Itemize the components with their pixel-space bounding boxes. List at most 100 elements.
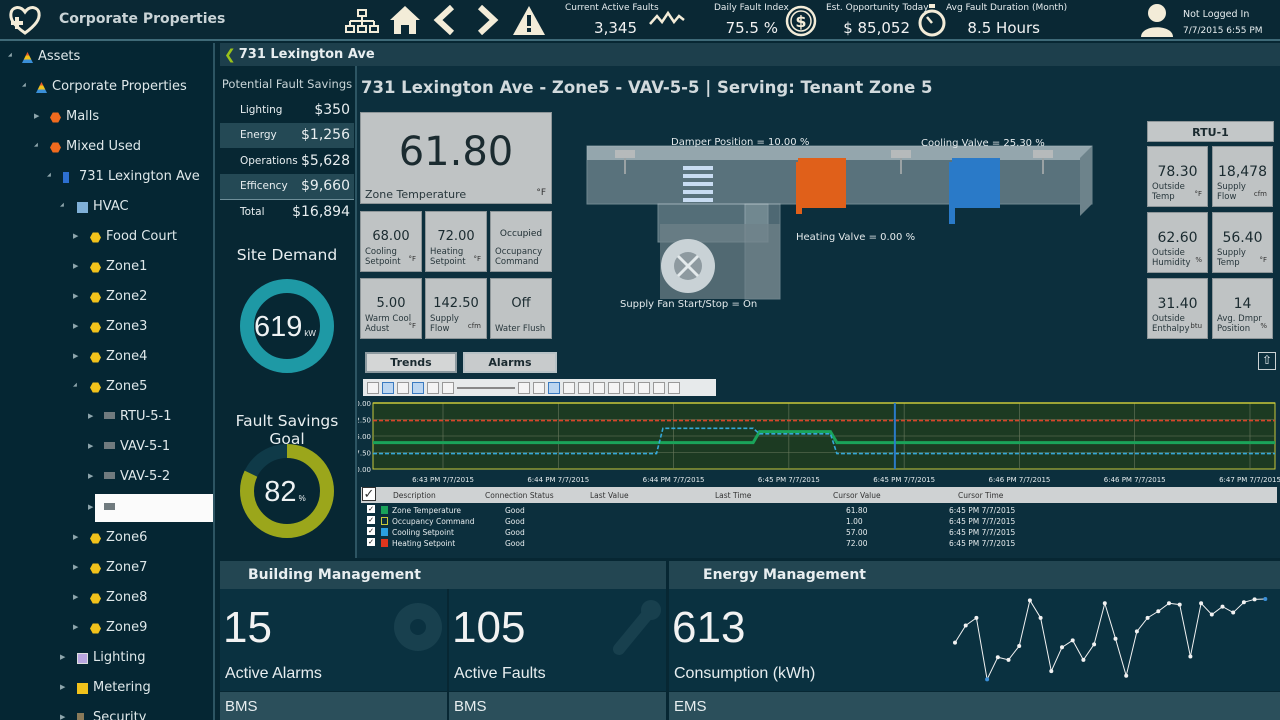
- edit-icon[interactable]: [367, 381, 379, 394]
- expand-arrow-icon[interactable]: ▶: [60, 713, 66, 720]
- scroll-top-icon[interactable]: ⇧: [1258, 352, 1276, 370]
- setpoint-tile[interactable]: 72.00 Heating Setpoint °F: [425, 211, 487, 272]
- export-icon[interactable]: [608, 381, 620, 394]
- percent-icon[interactable]: [397, 381, 409, 394]
- copy-icon[interactable]: [563, 381, 575, 394]
- tree-item[interactable]: ◢ Corporate Properties: [0, 73, 213, 101]
- setpoint-tile[interactable]: 5.00 Warm Cool Adust °F: [360, 278, 422, 339]
- setpoint-tile[interactable]: Occupied Occupancy Command: [490, 211, 552, 272]
- folder-icon[interactable]: [653, 381, 665, 394]
- expand-arrow-icon[interactable]: ▶: [73, 292, 79, 300]
- refresh-icon[interactable]: [578, 381, 590, 394]
- user-icon[interactable]: [1138, 2, 1176, 38]
- legend-row[interactable]: ✓ Heating Setpoint Good 72.00 6:45 PM 7/7/20…: [361, 538, 1277, 549]
- cursor-icon[interactable]: [382, 381, 394, 394]
- expand-arrow-icon[interactable]: ▶: [88, 503, 94, 511]
- window-icon[interactable]: [593, 381, 605, 394]
- setpoint-tile[interactable]: 142.50 Supply Flow cfm: [425, 278, 487, 339]
- select-all-checkbox[interactable]: ✓: [362, 487, 376, 502]
- zone-temperature-tile[interactable]: 61.80 Zone Temperature °F: [360, 112, 552, 204]
- tree-item[interactable]: ▶ Zone8: [0, 584, 213, 612]
- user-status[interactable]: Not Logged In: [1183, 9, 1250, 20]
- expand-arrow-icon[interactable]: ▶: [73, 563, 79, 571]
- print-icon[interactable]: [638, 381, 650, 394]
- tree-item[interactable]: ▶ Lighting: [0, 644, 213, 672]
- calendar-icon[interactable]: [533, 381, 545, 394]
- home-icon[interactable]: [388, 4, 422, 36]
- tree-item[interactable]: ▶ RTU-5-1: [0, 403, 213, 431]
- expand-arrow-icon[interactable]: ◢: [34, 142, 38, 148]
- zoom-icon[interactable]: [412, 381, 424, 394]
- col-cursor-value[interactable]: Cursor Value: [833, 491, 881, 500]
- col-cursor-time[interactable]: Cursor Time: [958, 491, 1004, 500]
- legend-row[interactable]: ✓ Occupancy Command Good 1.00 6:45 PM 7/7/20…: [361, 516, 1277, 527]
- expand-arrow-icon[interactable]: ▶: [34, 112, 40, 120]
- tab-trends[interactable]: Trends: [365, 352, 457, 373]
- row-checkbox[interactable]: ✓: [367, 538, 375, 546]
- tree-item[interactable]: ▶ Zone2: [0, 283, 213, 311]
- expand-arrow-icon[interactable]: ◢: [60, 202, 64, 208]
- col-last-time[interactable]: Last Time: [715, 491, 752, 500]
- col-connection-status[interactable]: Connection Status: [485, 491, 554, 500]
- tree-item[interactable]: ▶ VAV-5-1: [0, 433, 213, 461]
- rtu-tile[interactable]: 62.60 Outside Humidity%: [1147, 212, 1208, 273]
- row-checkbox[interactable]: ✓: [367, 527, 375, 535]
- tree-item[interactable]: ▶ Zone9: [0, 614, 213, 642]
- expand-arrow-icon[interactable]: ◢: [22, 82, 26, 88]
- expand-arrow-icon[interactable]: ▶: [73, 352, 79, 360]
- breadcrumb[interactable]: 731 Lexington Ave: [238, 47, 375, 62]
- table-icon[interactable]: [548, 381, 560, 394]
- expand-arrow-icon[interactable]: ▶: [73, 232, 79, 240]
- tree-item[interactable]: ▶ Zone6: [0, 524, 213, 552]
- tree-item[interactable]: ▶ Zone1: [0, 253, 213, 281]
- row-checkbox[interactable]: ✓: [367, 516, 375, 524]
- tree-item[interactable]: ▶ Security: [0, 704, 213, 720]
- active-alarms-tile[interactable]: 15 Active Alarms: [220, 589, 447, 691]
- setpoint-tile[interactable]: Off Water Flush: [490, 278, 552, 339]
- play-icon[interactable]: [518, 381, 530, 394]
- tree-item[interactable]: ▶ Metering: [0, 674, 213, 702]
- sum-icon[interactable]: [623, 381, 635, 394]
- expand-arrow-icon[interactable]: ◢: [73, 382, 77, 388]
- expand-arrow-icon[interactable]: ▶: [88, 412, 94, 420]
- tree-item[interactable]: ▶ Food Court: [0, 223, 213, 251]
- tab-alarms[interactable]: Alarms: [463, 352, 557, 373]
- expand-arrow-icon[interactable]: ▶: [73, 623, 79, 631]
- tree-item[interactable]: ▶ Zone7: [0, 554, 213, 582]
- expand-arrow-icon[interactable]: ◢: [47, 172, 51, 178]
- tree-item[interactable]: ◢ Zone5: [0, 373, 213, 401]
- col-last-value[interactable]: Last Value: [590, 491, 629, 500]
- tree-item[interactable]: ◢ 731 Lexington Ave: [0, 163, 213, 191]
- rtu-tile[interactable]: 31.40 Outside Enthalpy btu: [1147, 278, 1208, 339]
- expand-arrow-icon[interactable]: ▶: [60, 653, 66, 661]
- breadcrumb-back-icon[interactable]: ❮: [224, 46, 236, 63]
- slider-track[interactable]: [457, 386, 515, 389]
- tree-item[interactable]: ▶ Zone4: [0, 343, 213, 371]
- tree-item[interactable]: ▶ Malls: [0, 103, 213, 131]
- expand-arrow-icon[interactable]: ▶: [73, 593, 79, 601]
- row-checkbox[interactable]: ✓: [367, 505, 375, 513]
- tree-item[interactable]: ◢ Assets: [0, 43, 213, 71]
- expand-arrow-icon[interactable]: ▶: [73, 322, 79, 330]
- rtu-tile[interactable]: 18,478 Supply Flow cfm: [1212, 146, 1273, 207]
- expand-arrow-icon[interactable]: ▶: [88, 472, 94, 480]
- tree-item[interactable]: ▶ VAV-5-2: [0, 463, 213, 491]
- tree-item[interactable]: ◢ HVAC: [0, 193, 213, 221]
- expand-arrow-icon[interactable]: ▶: [73, 533, 79, 541]
- tree-item[interactable]: ◢ Mixed Used: [0, 133, 213, 161]
- rtu-tile[interactable]: 78.30 Outside Temp °F: [1147, 146, 1208, 207]
- active-faults-tile[interactable]: 105 Active Faults: [449, 589, 666, 691]
- rtu-tile[interactable]: 56.40 Supply Temp °F: [1212, 212, 1273, 273]
- legend-row[interactable]: ✓ Zone Temperature Good 61.80 6:45 PM 7/7/20…: [361, 505, 1277, 516]
- legend-row[interactable]: ✓ Cooling Setpoint Good 57.00 6:45 PM 7/7/20…: [361, 527, 1277, 538]
- warning-icon[interactable]: [512, 4, 546, 36]
- setpoint-tile[interactable]: 68.00 Cooling Setpoint °F: [360, 211, 422, 272]
- forward-icon[interactable]: [474, 5, 500, 35]
- expand-arrow-icon[interactable]: ◢: [8, 52, 12, 58]
- save-icon[interactable]: [668, 381, 680, 394]
- tree-item[interactable]: ▶: [0, 494, 213, 522]
- expand-arrow-icon[interactable]: ▶: [73, 262, 79, 270]
- tree-item[interactable]: ▶ Zone3: [0, 313, 213, 341]
- back-icon[interactable]: [432, 5, 458, 35]
- stop-icon[interactable]: [442, 381, 454, 394]
